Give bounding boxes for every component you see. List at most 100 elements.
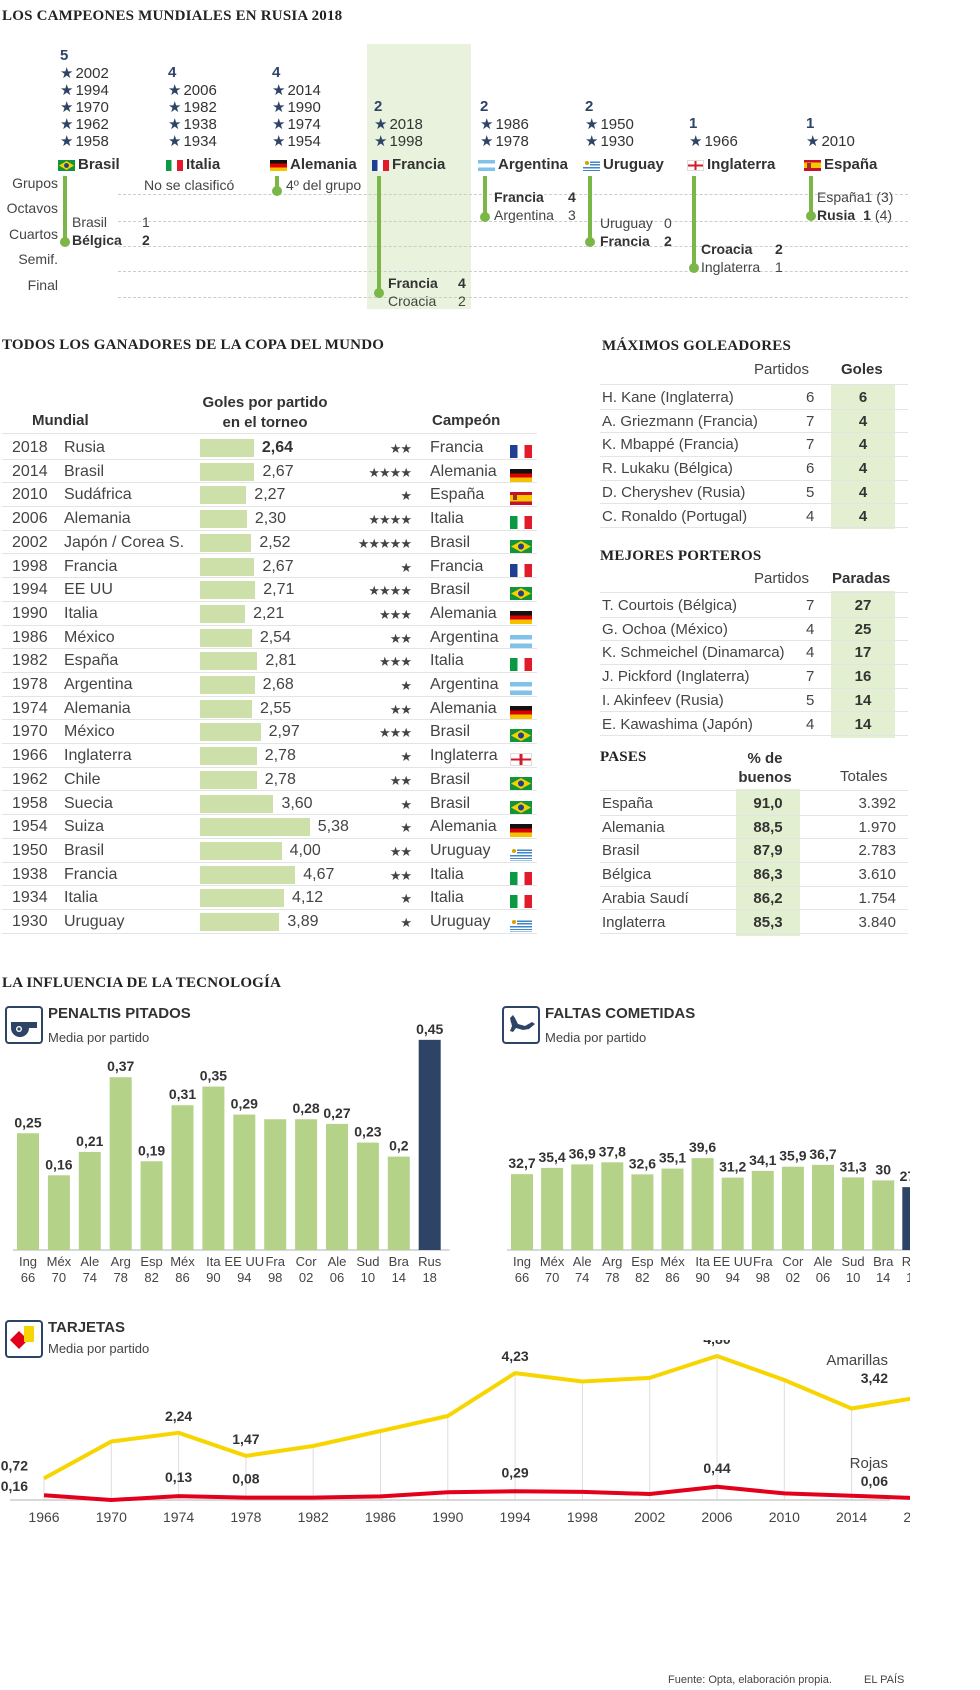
year-text: 1978	[495, 133, 529, 150]
match-score: 1	[863, 207, 871, 223]
table-row: K. Schmeichel (Dinamarca) 4 17	[600, 641, 908, 666]
year-text: 1986	[495, 116, 529, 133]
bar-label: 0,16	[45, 1156, 72, 1172]
goals-cell: 2,67	[262, 557, 294, 575]
title-year: ★ 1938	[168, 116, 217, 133]
star-icon: ★	[272, 82, 286, 99]
stage-label: Semif.	[18, 251, 58, 267]
matches-cell: 7	[806, 412, 815, 430]
bar	[356, 1142, 379, 1250]
bar-label: 0,35	[200, 1068, 227, 1084]
champion-cell: Italia	[430, 865, 464, 883]
name-cell: A. Griezmann (Francia)	[602, 412, 758, 430]
bar-label: 0,45	[416, 1021, 443, 1037]
flag-de-icon	[510, 610, 532, 624]
team-name: Alemania	[270, 156, 357, 173]
bar-label: 0,2	[389, 1138, 409, 1154]
match-score: 2	[664, 233, 672, 249]
match-line: Inglaterra 1	[701, 258, 783, 276]
penalty-score: (3)	[876, 189, 894, 205]
point-label: 1,47	[232, 1431, 259, 1447]
year-cell: 2006	[12, 510, 48, 528]
year-cell: 2018	[12, 439, 48, 456]
table-row: Brasil 87,9 2.783	[600, 839, 908, 864]
flag-es-icon	[510, 492, 532, 506]
title-year: ★ 1982	[168, 99, 217, 116]
col-header-goles-line2: en el torneo	[222, 414, 308, 431]
match-team: Bélgica	[72, 232, 122, 248]
falling-player-icon	[502, 1006, 540, 1044]
matches-cell: 4	[806, 715, 815, 733]
bar	[295, 1119, 318, 1250]
x-tick-label: 02	[299, 1270, 313, 1285]
total-cell: 3.392	[858, 795, 896, 812]
year-cell: 1966	[12, 747, 48, 765]
year-cell: 1998	[12, 557, 48, 575]
bar	[78, 1151, 101, 1250]
table-row: R. Lukaku (Bélgica) 6 4	[600, 457, 908, 481]
cards-chart: 1966 1970 1974 1978 1982 1986 1990 1994 1998 2002…	[1, 1340, 910, 1525]
star-icon: ★	[168, 133, 182, 150]
team-label: Alemania	[290, 156, 357, 173]
x-tick-label: 94	[237, 1270, 251, 1285]
cards-subtitle: Media por partido	[48, 1341, 150, 1356]
champion-cell: España	[430, 486, 485, 504]
point-label: 2,24	[165, 1408, 192, 1424]
fouls-chart: 32,7Ing6635,4Méx7036,9Ale7437,8Arg7832,6…	[507, 1139, 910, 1285]
x-tick-label: 02	[786, 1270, 800, 1285]
goals-cell: 2,97	[268, 723, 300, 741]
flag-it-icon	[510, 871, 532, 885]
total-cell: 2.783	[858, 842, 896, 860]
pct-cell: 85,3	[753, 913, 783, 931]
bar	[326, 1123, 348, 1250]
stars-icon: ★	[400, 488, 412, 504]
host-cell: Suecia	[64, 794, 113, 812]
stars-icon: ★★★	[379, 606, 412, 622]
host-cell: Brasil	[64, 462, 105, 480]
x-tick-label: EE UU	[713, 1254, 753, 1269]
table-header-divider	[600, 592, 908, 593]
x-tick-label: 90	[206, 1270, 220, 1285]
table-header-divider	[2, 433, 537, 434]
x-tick-label: Bra	[389, 1254, 410, 1269]
title-year: ★ 1962	[60, 116, 109, 133]
progress-line	[483, 176, 487, 217]
section-title-passes: PASES	[600, 749, 647, 765]
flag-uy-icon	[510, 919, 532, 932]
name-cell: R. Lukaku (Bélgica)	[602, 460, 733, 478]
goals-cell: 2,78	[264, 770, 296, 788]
host-cell: Alemania	[64, 699, 131, 717]
value-cell: 27	[854, 597, 872, 614]
table-row: Alemania 88,5 1.970	[600, 816, 908, 840]
name-cell: España	[602, 795, 653, 812]
x-tick-label: Sud	[842, 1254, 865, 1269]
x-tick-label: 1982	[298, 1509, 329, 1525]
title-year: ★ 2002	[60, 65, 109, 82]
table-row: 1950 Brasil 4,00 ★★ Uruguay	[2, 839, 537, 863]
year-text: 2006	[183, 82, 217, 99]
bar	[541, 1167, 564, 1250]
year-cell: 1986	[12, 628, 48, 646]
flag-de-icon	[270, 159, 287, 171]
flag-br-icon	[58, 159, 75, 171]
bar	[511, 1174, 533, 1250]
stars-icon: ★★	[389, 441, 412, 456]
x-tick-label: 1994	[500, 1509, 531, 1525]
pct-cell: 88,5	[753, 818, 783, 836]
title-year: ★ 1974	[272, 116, 321, 133]
star-icon: ★	[60, 133, 74, 150]
table-row: K. Mbappé (Francia) 7 4	[600, 433, 908, 458]
bar	[751, 1170, 774, 1250]
flag-es-icon	[804, 159, 821, 171]
title-count: 1	[689, 115, 698, 132]
x-tick-label: 98	[268, 1270, 282, 1285]
champion-cell: Argentina	[430, 628, 499, 646]
flag-it-icon	[510, 895, 532, 909]
matches-cell: 5	[806, 691, 815, 709]
title-year: ★ 1994	[60, 82, 109, 99]
passes-col-pct-line1: % de	[747, 750, 783, 767]
bar-label: 0,25	[14, 1114, 41, 1130]
bar-label: 0,28	[292, 1100, 319, 1116]
x-tick-label: 70	[545, 1270, 559, 1285]
x-tick-label: 2006	[701, 1509, 732, 1525]
